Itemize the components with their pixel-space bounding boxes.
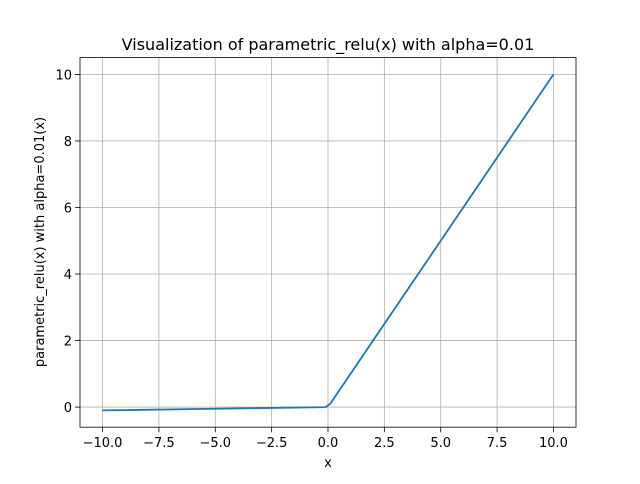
plot-frame — [79, 57, 577, 428]
x-tick-label: −5.0 — [199, 436, 231, 451]
y-axis-label: parametric_relu(x) with alpha=0.01(x) — [33, 117, 48, 367]
y-tick-label: 6 — [64, 201, 72, 216]
x-tick-label: −10.0 — [83, 436, 123, 451]
y-tick-label: 10 — [55, 68, 72, 83]
y-tick-label: 8 — [64, 135, 72, 150]
x-tick-label: 0.0 — [318, 436, 339, 451]
x-tick-label: 5.0 — [430, 436, 451, 451]
chart-title: Visualization of parametric_relu(x) with… — [122, 35, 535, 55]
y-tick-label: 2 — [64, 335, 72, 350]
x-tick-label: 10.0 — [539, 436, 568, 451]
x-tick-label: 7.5 — [487, 436, 508, 451]
y-tick-label: 4 — [64, 268, 72, 283]
x-tick-label: −7.5 — [143, 436, 175, 451]
x-tick-label: 2.5 — [374, 436, 395, 451]
x-tick-label: −2.5 — [256, 436, 288, 451]
x-axis-label: x — [324, 456, 332, 471]
y-tick-label: 0 — [64, 401, 72, 416]
data-line — [102, 73, 555, 412]
